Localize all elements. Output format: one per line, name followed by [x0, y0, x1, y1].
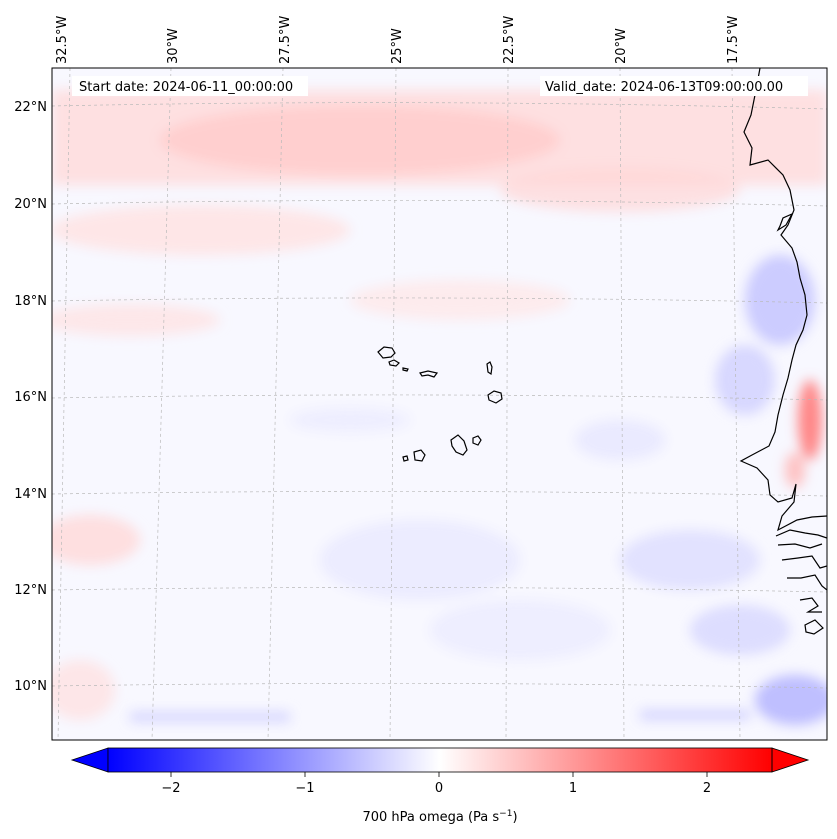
colorbar-tick-2: 2 — [703, 781, 711, 796]
lat-label-18n: 18°N — [14, 294, 47, 309]
valid-date-box — [540, 76, 808, 96]
colorbar-min-extend — [70, 747, 109, 773]
lat-label-12n: 12°N — [14, 583, 47, 598]
latitude-labels: 22°N 20°N 18°N 16°N 14°N 12°N 10°N — [14, 100, 47, 694]
colorbar-tick-1: 1 — [569, 781, 577, 796]
west-africa-coastline — [739, 68, 827, 532]
lat-label-16n: 16°N — [14, 390, 47, 405]
dakar-peninsula — [776, 212, 794, 232]
lon-label-27-5w: 27.5°W — [278, 16, 293, 64]
colorbar-tick-0: 0 — [435, 781, 443, 796]
cape-verde-islands — [377, 346, 503, 462]
island-fogo — [413, 449, 426, 462]
colorbar-max-extend — [771, 747, 810, 773]
start-date-label: Start date: 2024-06-11_00:00:00 — [79, 80, 293, 95]
colorbar-label: 700 hPa omega (Pa s−1) — [362, 809, 517, 825]
island-santa-luzia — [402, 367, 409, 372]
island-santo-antao — [377, 346, 396, 359]
colorbar-tick-neg2: −2 — [161, 781, 180, 796]
map-panel[interactable] — [40, 68, 835, 740]
lon-label-25w: 25°W — [390, 28, 405, 64]
island-brava — [402, 455, 409, 462]
graticule — [52, 68, 827, 740]
lon-label-17-5w: 17.5°W — [726, 16, 741, 64]
lon-label-32-5w: 32.5°W — [55, 16, 70, 64]
lon-label-20w: 20°W — [614, 28, 629, 64]
island-sao-nicolau — [419, 370, 439, 378]
omega-negative-field — [130, 255, 827, 725]
colorbar-tick-neg1: −1 — [295, 781, 314, 796]
lat-label-20n: 20°N — [14, 197, 47, 212]
longitude-labels: 32.5°W 30°W 27.5°W 25°W 22.5°W 20°W 17.5… — [55, 16, 741, 64]
map-frame — [51, 67, 828, 741]
island-sao-vicente — [388, 359, 400, 367]
island-maio — [472, 435, 482, 446]
island-boa-vista — [487, 390, 503, 404]
island-santiago — [450, 434, 468, 456]
lon-label-30w: 30°W — [166, 28, 181, 64]
lat-label-14n: 14°N — [14, 487, 47, 502]
island-sal — [486, 361, 493, 376]
lon-label-22-5w: 22.5°W — [502, 16, 517, 64]
omega-positive-field — [52, 90, 827, 720]
gambia-coast — [775, 529, 827, 635]
lat-label-22n: 22°N — [14, 100, 47, 115]
valid-date-label: Valid_date: 2024-06-13T09:00:00.00 — [545, 80, 783, 95]
start-date-box — [72, 76, 308, 96]
colorbar: −2 −1 0 1 2 700 hPa omega (Pa s−1) — [70, 747, 810, 825]
lat-label-10n: 10°N — [14, 679, 47, 694]
